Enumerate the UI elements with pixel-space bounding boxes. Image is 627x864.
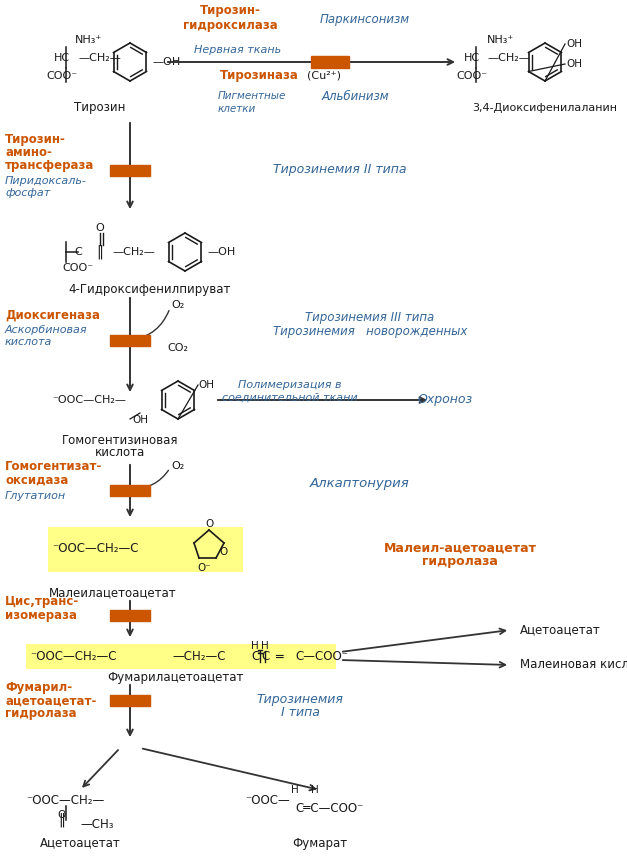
Text: Тирозинемия II типа: Тирозинемия II типа — [273, 163, 407, 176]
Text: ⁻OOC—CH₂—: ⁻OOC—CH₂— — [26, 793, 104, 806]
Text: Фумарил-: Фумарил- — [5, 682, 72, 695]
Text: амино-: амино- — [5, 147, 52, 160]
Text: изомераза: изомераза — [5, 608, 77, 621]
Text: OH: OH — [132, 415, 148, 425]
Text: Цис,транс-: Цис,транс- — [5, 595, 79, 608]
Text: ⁻OOC—CH₂—: ⁻OOC—CH₂— — [52, 395, 126, 405]
Text: Пигментные: Пигментные — [218, 91, 287, 101]
Text: ⁻OOC—CH₂—C: ⁻OOC—CH₂—C — [30, 651, 117, 664]
Text: OH: OH — [566, 39, 582, 49]
Text: —OH: —OH — [152, 57, 180, 67]
Text: ‖: ‖ — [97, 245, 103, 259]
Text: Тирозиназа: Тирозиназа — [220, 69, 299, 82]
Text: Малеил-ацетоацетат: Малеил-ацетоацетат — [384, 542, 537, 555]
Text: C—COO⁻: C—COO⁻ — [295, 651, 348, 664]
Text: 3,4-Диоксифенилаланин: 3,4-Диоксифенилаланин — [473, 103, 618, 113]
Text: H: H — [291, 785, 299, 795]
Text: C: C — [261, 651, 269, 664]
Text: гидролаза: гидролаза — [422, 556, 498, 569]
Text: Тирозинемия   новорожденных: Тирозинемия новорожденных — [273, 326, 467, 339]
Text: трансфераза: трансфераза — [5, 160, 95, 173]
Text: клетки: клетки — [218, 104, 256, 114]
Text: фосфат: фосфат — [5, 188, 50, 198]
Text: Ацетоацетат: Ацетоацетат — [40, 836, 120, 849]
Text: O: O — [205, 519, 213, 529]
Text: CO₂: CO₂ — [167, 343, 189, 353]
Text: кислота: кислота — [5, 337, 53, 347]
Text: Фумарат: Фумарат — [292, 836, 347, 849]
Text: оксидаза: оксидаза — [5, 473, 68, 486]
Text: Ацетоацетат: Ацетоацетат — [520, 624, 601, 637]
Text: ⁻OOC—: ⁻OOC— — [245, 793, 290, 806]
Text: 4-Гидроксифенилпируват: 4-Гидроксифенилпируват — [69, 283, 231, 296]
Bar — [26, 644, 336, 669]
Text: Охроноз: Охроноз — [418, 393, 473, 406]
Text: O: O — [58, 810, 66, 820]
Text: NH₃⁺: NH₃⁺ — [487, 35, 514, 45]
Text: Тирозин-
гидроксилаза: Тирозин- гидроксилаза — [182, 4, 277, 32]
Text: Глутатион: Глутатион — [5, 491, 66, 501]
Text: HC: HC — [54, 53, 70, 63]
Text: OH: OH — [198, 380, 214, 390]
Text: Тирозин: Тирозин — [75, 101, 125, 115]
Text: Нервная ткань: Нервная ткань — [194, 45, 282, 55]
Bar — [110, 164, 150, 175]
Bar — [110, 695, 150, 706]
Text: кислота: кислота — [95, 446, 145, 459]
Text: I типа: I типа — [280, 707, 319, 720]
Text: —CH₂—: —CH₂— — [487, 53, 530, 63]
Text: Тирозинемия III типа: Тирозинемия III типа — [305, 312, 435, 325]
Bar — [110, 609, 150, 620]
Text: (Cu²⁺): (Cu²⁺) — [307, 71, 341, 81]
Text: Паркинсонизм: Паркинсонизм — [320, 14, 410, 27]
Text: Фумарилацетоацетат: Фумарилацетоацетат — [107, 671, 243, 684]
Text: O⁻: O⁻ — [197, 563, 211, 573]
Text: Малеилацетоацетат: Малеилацетоацетат — [49, 587, 177, 600]
Text: ⁻OOC—CH₂—C: ⁻OOC—CH₂—C — [52, 542, 139, 555]
Bar — [311, 56, 349, 68]
Text: Пиридоксаль-: Пиридоксаль- — [5, 176, 87, 186]
Text: гидролаза: гидролаза — [5, 708, 76, 721]
Text: Алкаптонурия: Алкаптонурия — [310, 477, 410, 490]
Text: Тирозин-: Тирозин- — [5, 134, 66, 147]
Text: O: O — [96, 223, 104, 233]
Text: Гомогентизиновая: Гомогентизиновая — [61, 434, 178, 447]
Text: COO⁻: COO⁻ — [456, 71, 488, 81]
Text: HC: HC — [464, 53, 480, 63]
Text: —CH₂—C: —CH₂—C — [172, 651, 226, 664]
Text: Альбинизм: Альбинизм — [321, 90, 389, 103]
Text: C: C — [74, 247, 82, 257]
Text: H: H — [261, 641, 269, 651]
Bar — [110, 485, 150, 495]
Text: Малеиновая кислота: Малеиновая кислота — [520, 658, 627, 671]
Text: Гомогентизат-: Гомогентизат- — [5, 461, 102, 473]
Text: —CH₂—: —CH₂— — [112, 247, 155, 257]
Bar — [110, 334, 150, 346]
Text: OH: OH — [566, 59, 582, 69]
Text: Полимеризация в: Полимеризация в — [238, 380, 342, 390]
Text: Диоксигеназа: Диоксигеназа — [5, 308, 100, 321]
Bar — [48, 527, 243, 572]
Text: O₂: O₂ — [171, 461, 184, 471]
Text: O₂: O₂ — [171, 300, 184, 310]
Text: NH₃⁺: NH₃⁺ — [75, 35, 102, 45]
Text: ацетоацетат-: ацетоацетат- — [5, 695, 97, 708]
Text: COO⁻: COO⁻ — [46, 71, 78, 81]
Text: соединительной ткани: соединительной ткани — [222, 393, 358, 403]
Text: COO⁻: COO⁻ — [63, 263, 93, 273]
Text: ‖: ‖ — [58, 813, 65, 827]
Text: O: O — [220, 547, 228, 557]
Text: H: H — [311, 785, 319, 795]
Text: H: H — [251, 641, 259, 651]
Text: —CH₃: —CH₃ — [80, 818, 113, 831]
Text: C: C — [251, 651, 259, 664]
Text: —OH: —OH — [207, 247, 235, 257]
Text: ═: ═ — [275, 651, 283, 664]
Text: —CH₂—: —CH₂— — [78, 53, 121, 63]
Text: Тирозинемия: Тирозинемия — [256, 694, 344, 707]
Text: C═C—COO⁻: C═C—COO⁻ — [295, 802, 364, 815]
Text: Аскорбиновая: Аскорбиновая — [5, 325, 88, 335]
